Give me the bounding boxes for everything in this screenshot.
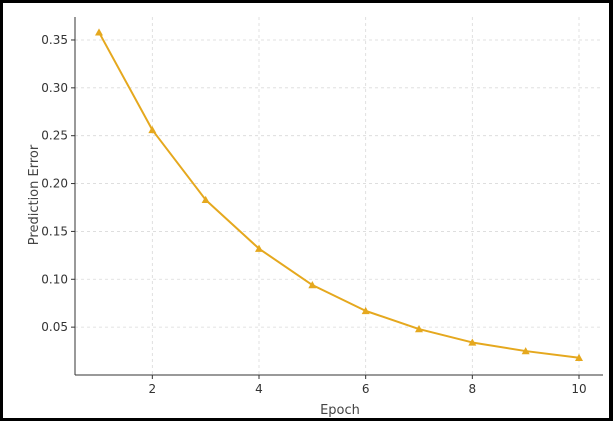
y-tick-label-5: 0.30	[41, 81, 68, 95]
y-tick-label-0: 0.05	[41, 320, 68, 334]
x-tick-label-0: 2	[149, 382, 157, 396]
grid-lines	[75, 17, 603, 375]
chart-canvas: 2 4 6 8 10 0.05 0.10 0.15 0.20 0.25 0.30 0.35 Epoch…	[27, 17, 603, 418]
data-point-0-9	[575, 353, 583, 361]
y-tick-label-1: 0.10	[41, 272, 68, 286]
x-tick-label-1: 4	[255, 382, 263, 396]
data-point-0-5	[361, 306, 370, 315]
data-point-0-8	[521, 347, 530, 355]
x-tick-label-3: 8	[469, 382, 477, 396]
data-point-0-2	[201, 195, 210, 204]
y-tick-label-2: 0.15	[41, 224, 68, 238]
ticks: 2 4 6 8 10 0.05 0.10 0.15 0.20 0.25 0.30 0.35	[41, 33, 586, 396]
y-tick-label-6: 0.35	[41, 33, 68, 47]
x-tick-label-4: 10	[571, 382, 586, 396]
data-point-0-0	[95, 28, 103, 36]
series-group	[95, 28, 583, 361]
y-tick-label-3: 0.20	[41, 177, 68, 191]
data-point-0-7	[468, 338, 477, 346]
x-tick-label-2: 6	[362, 382, 370, 396]
y-axis-label: Prediction Error	[27, 144, 42, 245]
axes	[74, 17, 603, 376]
series-line-0	[98, 31, 580, 359]
data-point-0-6	[415, 325, 423, 333]
x-axis-label: Epoch	[320, 403, 360, 418]
data-point-0-3	[255, 244, 263, 252]
data-point-0-1	[148, 125, 157, 134]
data-point-0-4	[308, 281, 317, 289]
y-tick-label-4: 0.25	[41, 129, 68, 143]
